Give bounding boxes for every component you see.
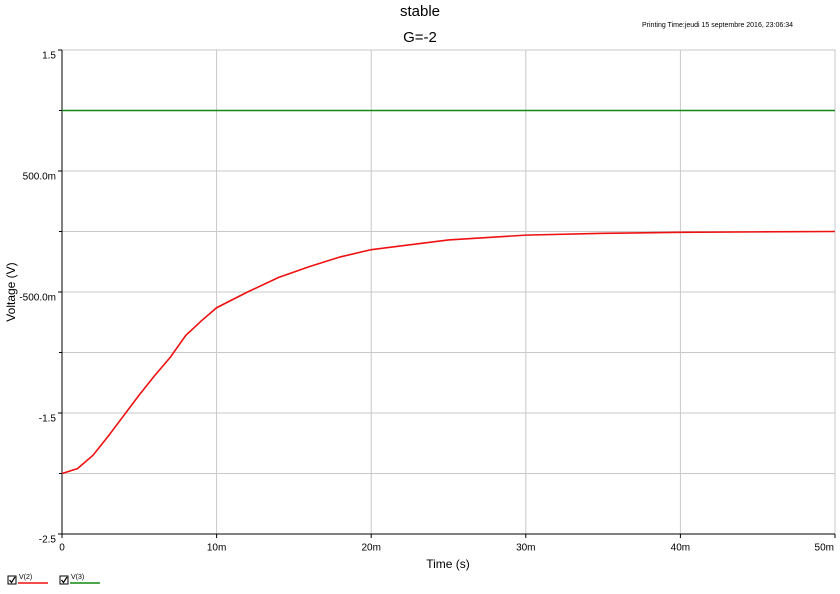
chart-title: stable: [400, 3, 440, 20]
x-tick-label: 40m: [671, 543, 690, 554]
y-tick-label: -500.0m: [19, 293, 56, 304]
x-axis-label: Time (s): [426, 557, 470, 571]
legend-label: V(2): [19, 574, 32, 581]
y-axis-label: Voltage (V): [4, 262, 18, 321]
x-tick-label: 30m: [516, 543, 535, 554]
legend-checkbox[interactable]: [7, 575, 17, 585]
x-tick-label: 0: [59, 543, 65, 554]
x-tick-label: 10m: [207, 543, 226, 554]
series-line: [61, 230, 836, 475]
legend-check: [61, 576, 68, 584]
chart-subtitle: G=-2: [403, 29, 437, 46]
x-tick-label: 50m: [815, 543, 834, 554]
legend-checkbox[interactable]: [59, 575, 69, 585]
legend-check: [9, 576, 16, 584]
legend-label: V(3): [71, 574, 84, 581]
y-tick-label: -2.5: [39, 535, 57, 546]
print-time: Printing Time:jeudi 15 septembre 2016, 2…: [642, 22, 793, 29]
y-tick-label: 500.0m: [23, 172, 56, 183]
y-tick-label: -1.5: [39, 414, 57, 425]
x-tick-label: 20m: [361, 543, 380, 554]
y-tick-label: 1.5: [42, 51, 56, 62]
